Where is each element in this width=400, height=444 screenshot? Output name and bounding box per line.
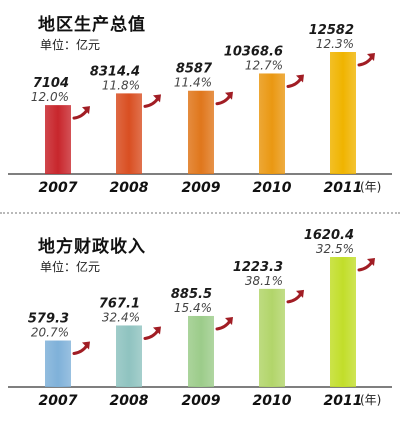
revenue-bar-chart: 20.7%579.3 2007 32.4%767.1 2008 15.4%885.5 20… — [8, 228, 392, 409]
gdp-panel: 地区生产总值 单位：亿元 12.0% 7104 2007 11.8% 8314.4 200… — [0, 0, 400, 212]
growth-arrow-icon — [143, 328, 160, 340]
bar — [188, 90, 214, 174]
value-label: 885.5 — [171, 287, 212, 302]
growth-label: 38.1% — [245, 274, 283, 288]
bar — [330, 52, 356, 174]
growth-arrow-head-icon — [225, 91, 233, 100]
value-label: 10368.6 — [224, 44, 283, 59]
x-tick-label: 2007 — [39, 180, 78, 196]
x-tick-label: 2008 — [110, 393, 149, 409]
growth-label: 32.5% — [316, 242, 354, 256]
section-divider — [0, 212, 400, 214]
x-tick-label: 2008 — [110, 180, 149, 196]
x-unit-label: (年) — [360, 180, 381, 194]
growth-arrow-head-icon — [82, 106, 90, 115]
value-label: 1223.3 — [233, 260, 283, 275]
growth-arrow-head-icon — [367, 258, 375, 266]
x-unit-label: (年) — [360, 393, 381, 407]
growth-arrow-head-icon — [296, 289, 304, 298]
unit-label: 单位：亿元 — [40, 260, 101, 274]
chart-title: 地区生产总值 — [38, 15, 146, 35]
x-tick-label: 2011 — [324, 180, 363, 196]
growth-label: 15.4% — [174, 301, 212, 315]
growth-arrow-head-icon — [296, 74, 304, 83]
value-label: 579.3 — [28, 312, 69, 327]
x-tick-label: 2007 — [39, 393, 78, 409]
growth-arrow-icon — [143, 96, 160, 108]
growth-label: 11.8% — [102, 78, 140, 92]
bar — [259, 73, 285, 174]
bar — [45, 105, 71, 174]
growth-arrow-icon — [357, 260, 374, 272]
growth-arrow-icon — [286, 292, 303, 304]
x-tick-label: 2011 — [324, 393, 363, 409]
x-tick-label: 2009 — [182, 180, 221, 196]
growth-label: 32.4% — [102, 310, 140, 324]
growth-arrow-head-icon — [82, 341, 90, 350]
value-label: 7104 — [33, 76, 69, 91]
growth-arrow-icon — [72, 108, 89, 120]
value-label: 8314.4 — [90, 64, 140, 79]
x-tick-label: 2009 — [182, 393, 221, 409]
growth-arrow-head-icon — [225, 316, 233, 325]
bar — [116, 325, 142, 387]
value-label: 8587 — [176, 62, 213, 77]
growth-arrow-icon — [215, 319, 232, 331]
growth-arrow-head-icon — [153, 326, 161, 335]
value-label: 12582 — [309, 23, 354, 38]
value-label: 1620.4 — [304, 228, 354, 243]
x-tick-label: 2010 — [253, 180, 292, 196]
bar — [188, 315, 214, 387]
x-tick-label: 2010 — [253, 393, 292, 409]
bar — [116, 93, 142, 174]
growth-arrow-icon — [72, 344, 89, 356]
growth-label: 11.4% — [174, 76, 212, 90]
bar — [259, 288, 285, 387]
growth-label: 20.7% — [31, 326, 69, 340]
growth-label: 12.3% — [316, 37, 354, 51]
growth-arrow-head-icon — [153, 94, 161, 103]
revenue-panel: 地方财政收入 单位：亿元 20.7% 579.3 2007 32.4% 767.1 200… — [0, 222, 400, 444]
growth-arrow-icon — [215, 94, 232, 106]
unit-label: 单位：亿元 — [40, 38, 101, 52]
bar — [330, 257, 356, 387]
growth-arrow-head-icon — [367, 53, 375, 61]
chart-title: 地方财政收入 — [38, 237, 146, 257]
growth-label: 12.0% — [31, 90, 69, 104]
value-label: 767.1 — [99, 296, 140, 311]
growth-label: 12.7% — [245, 58, 283, 72]
bar — [45, 340, 71, 387]
gdp-bar-chart: 12.0%7104 2007 11.8%8314.4 2008 11.4%8587 200… — [8, 23, 392, 196]
growth-arrow-icon — [286, 76, 303, 88]
growth-arrow-icon — [357, 55, 374, 67]
